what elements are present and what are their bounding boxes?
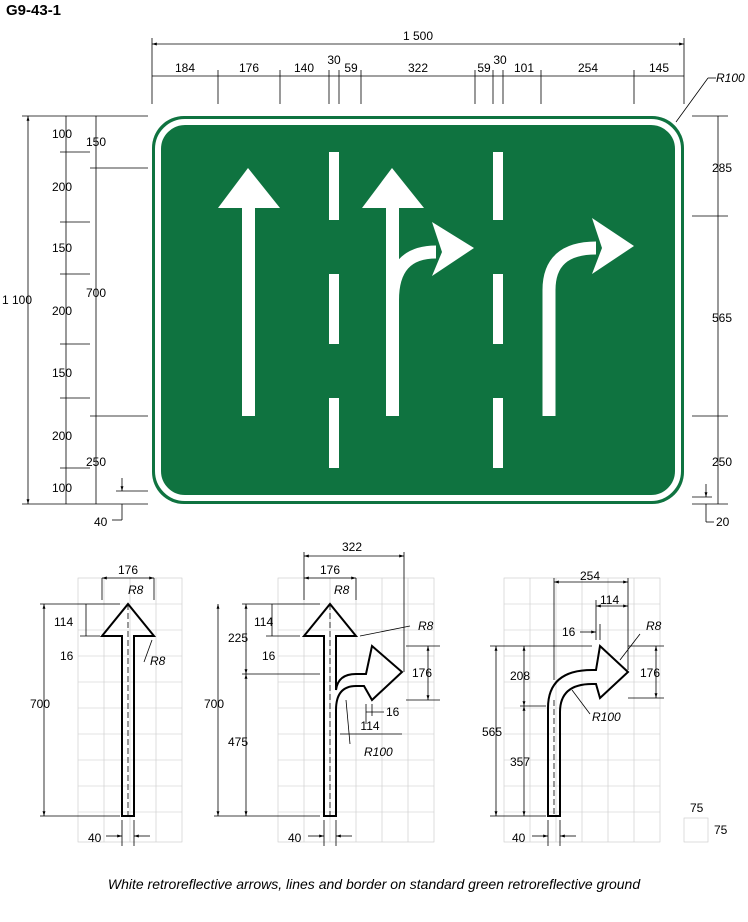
detail-straight-right-arrow: 322 176 R8 R8 700 225 475 114 16 176 16 … bbox=[204, 540, 440, 846]
svg-text:16: 16 bbox=[562, 625, 576, 639]
svg-text:357: 357 bbox=[510, 755, 530, 769]
svg-text:30: 30 bbox=[327, 53, 341, 67]
svg-text:700: 700 bbox=[204, 697, 224, 711]
svg-text:200: 200 bbox=[52, 429, 72, 443]
svg-text:R100: R100 bbox=[364, 745, 393, 759]
svg-text:250: 250 bbox=[712, 455, 732, 469]
svg-text:254: 254 bbox=[580, 569, 600, 583]
svg-text:30: 30 bbox=[493, 53, 507, 67]
svg-text:R8: R8 bbox=[334, 583, 350, 597]
dim-corner-radius: R100 bbox=[675, 71, 745, 123]
dim-left-outer: 100 200 150 200 150 200 100 bbox=[52, 116, 90, 504]
svg-text:114: 114 bbox=[254, 615, 273, 629]
svg-text:R8: R8 bbox=[128, 583, 144, 597]
svg-text:322: 322 bbox=[342, 540, 362, 554]
detail-right-turn-arrow: 254 114 16 R8 176 565 208 357 R100 40 bbox=[482, 569, 664, 846]
svg-text:225: 225 bbox=[228, 631, 248, 645]
svg-text:176: 176 bbox=[320, 563, 340, 577]
svg-text:254: 254 bbox=[578, 61, 598, 75]
sign-panel bbox=[152, 116, 684, 504]
dim-right-border: 20 bbox=[692, 484, 730, 529]
svg-text:150: 150 bbox=[52, 241, 72, 255]
arrow-outline bbox=[99, 602, 157, 817]
svg-text:100: 100 bbox=[52, 127, 72, 141]
svg-text:150: 150 bbox=[52, 366, 72, 380]
svg-text:75: 75 bbox=[714, 823, 728, 837]
svg-text:565: 565 bbox=[482, 725, 502, 739]
straight-ahead-arrow bbox=[218, 168, 280, 416]
detail-grid bbox=[77, 577, 183, 843]
svg-text:59: 59 bbox=[477, 61, 491, 75]
svg-text:176: 176 bbox=[118, 563, 138, 577]
svg-text:145: 145 bbox=[649, 61, 669, 75]
svg-text:250: 250 bbox=[86, 455, 106, 469]
svg-text:200: 200 bbox=[52, 180, 72, 194]
dim-left-border: 40 bbox=[94, 478, 148, 529]
svg-text:176: 176 bbox=[412, 666, 432, 680]
right-turn-arrow bbox=[542, 218, 634, 416]
svg-text:176: 176 bbox=[640, 666, 660, 680]
svg-text:16: 16 bbox=[386, 705, 400, 719]
svg-text:114: 114 bbox=[54, 615, 73, 629]
dim-overall-height: 1 100 bbox=[2, 115, 148, 505]
svg-text:322: 322 bbox=[408, 61, 428, 75]
svg-text:R100: R100 bbox=[592, 710, 621, 724]
detail-grid bbox=[503, 577, 661, 843]
svg-text:150: 150 bbox=[86, 135, 106, 149]
svg-text:R8: R8 bbox=[646, 619, 662, 633]
drawing-caption: White retroreflective arrows, lines and … bbox=[107, 876, 641, 892]
drawing-title: G9-43-1 bbox=[6, 2, 62, 19]
svg-text:200: 200 bbox=[52, 304, 72, 318]
svg-text:700: 700 bbox=[86, 286, 106, 300]
dim-right-chain: 285 565 250 bbox=[692, 115, 732, 505]
svg-text:140: 140 bbox=[294, 61, 314, 75]
svg-text:40: 40 bbox=[512, 831, 526, 845]
svg-text:700: 700 bbox=[30, 697, 50, 711]
svg-text:114: 114 bbox=[600, 593, 619, 607]
svg-text:40: 40 bbox=[288, 831, 302, 845]
svg-text:285: 285 bbox=[712, 161, 732, 175]
dim-left-inner: 150 700 250 bbox=[86, 116, 148, 504]
svg-text:475: 475 bbox=[228, 735, 248, 749]
sign-outer-edge bbox=[152, 116, 684, 504]
svg-text:184: 184 bbox=[175, 61, 195, 75]
svg-text:176: 176 bbox=[239, 61, 259, 75]
svg-text:16: 16 bbox=[262, 649, 276, 663]
svg-text:40: 40 bbox=[94, 515, 108, 529]
lane-divider-right bbox=[493, 152, 503, 468]
detail-straight-arrow: 176 R8 R8 700 114 16 40 bbox=[30, 563, 183, 846]
dim-overall-width: 1 500 bbox=[151, 29, 685, 104]
svg-text:114: 114 bbox=[360, 719, 379, 733]
svg-text:101: 101 bbox=[514, 61, 534, 75]
arrow-outline bbox=[301, 602, 404, 817]
svg-text:16: 16 bbox=[60, 649, 74, 663]
svg-text:R8: R8 bbox=[150, 654, 166, 668]
svg-text:20: 20 bbox=[716, 515, 730, 529]
grid-scale-legend: 75 75 bbox=[683, 801, 728, 843]
detail-grid bbox=[277, 577, 435, 843]
svg-text:R8: R8 bbox=[418, 619, 434, 633]
svg-text:40: 40 bbox=[88, 831, 102, 845]
svg-text:59: 59 bbox=[344, 61, 358, 75]
straight-and-right-arrow bbox=[362, 168, 474, 416]
arrow-outline bbox=[547, 644, 630, 817]
svg-text:75: 75 bbox=[690, 801, 704, 815]
svg-text:1 500: 1 500 bbox=[403, 29, 433, 43]
dim-top-chain: 184 176 140 30 59 322 59 30 101 254 145 bbox=[152, 53, 684, 104]
svg-text:208: 208 bbox=[510, 669, 530, 683]
sign-border bbox=[155, 119, 681, 501]
svg-text:R100: R100 bbox=[716, 71, 745, 85]
svg-text:565: 565 bbox=[712, 311, 732, 325]
svg-text:1 100: 1 100 bbox=[2, 293, 32, 307]
svg-text:100: 100 bbox=[52, 481, 72, 495]
lane-divider-left bbox=[329, 152, 339, 468]
